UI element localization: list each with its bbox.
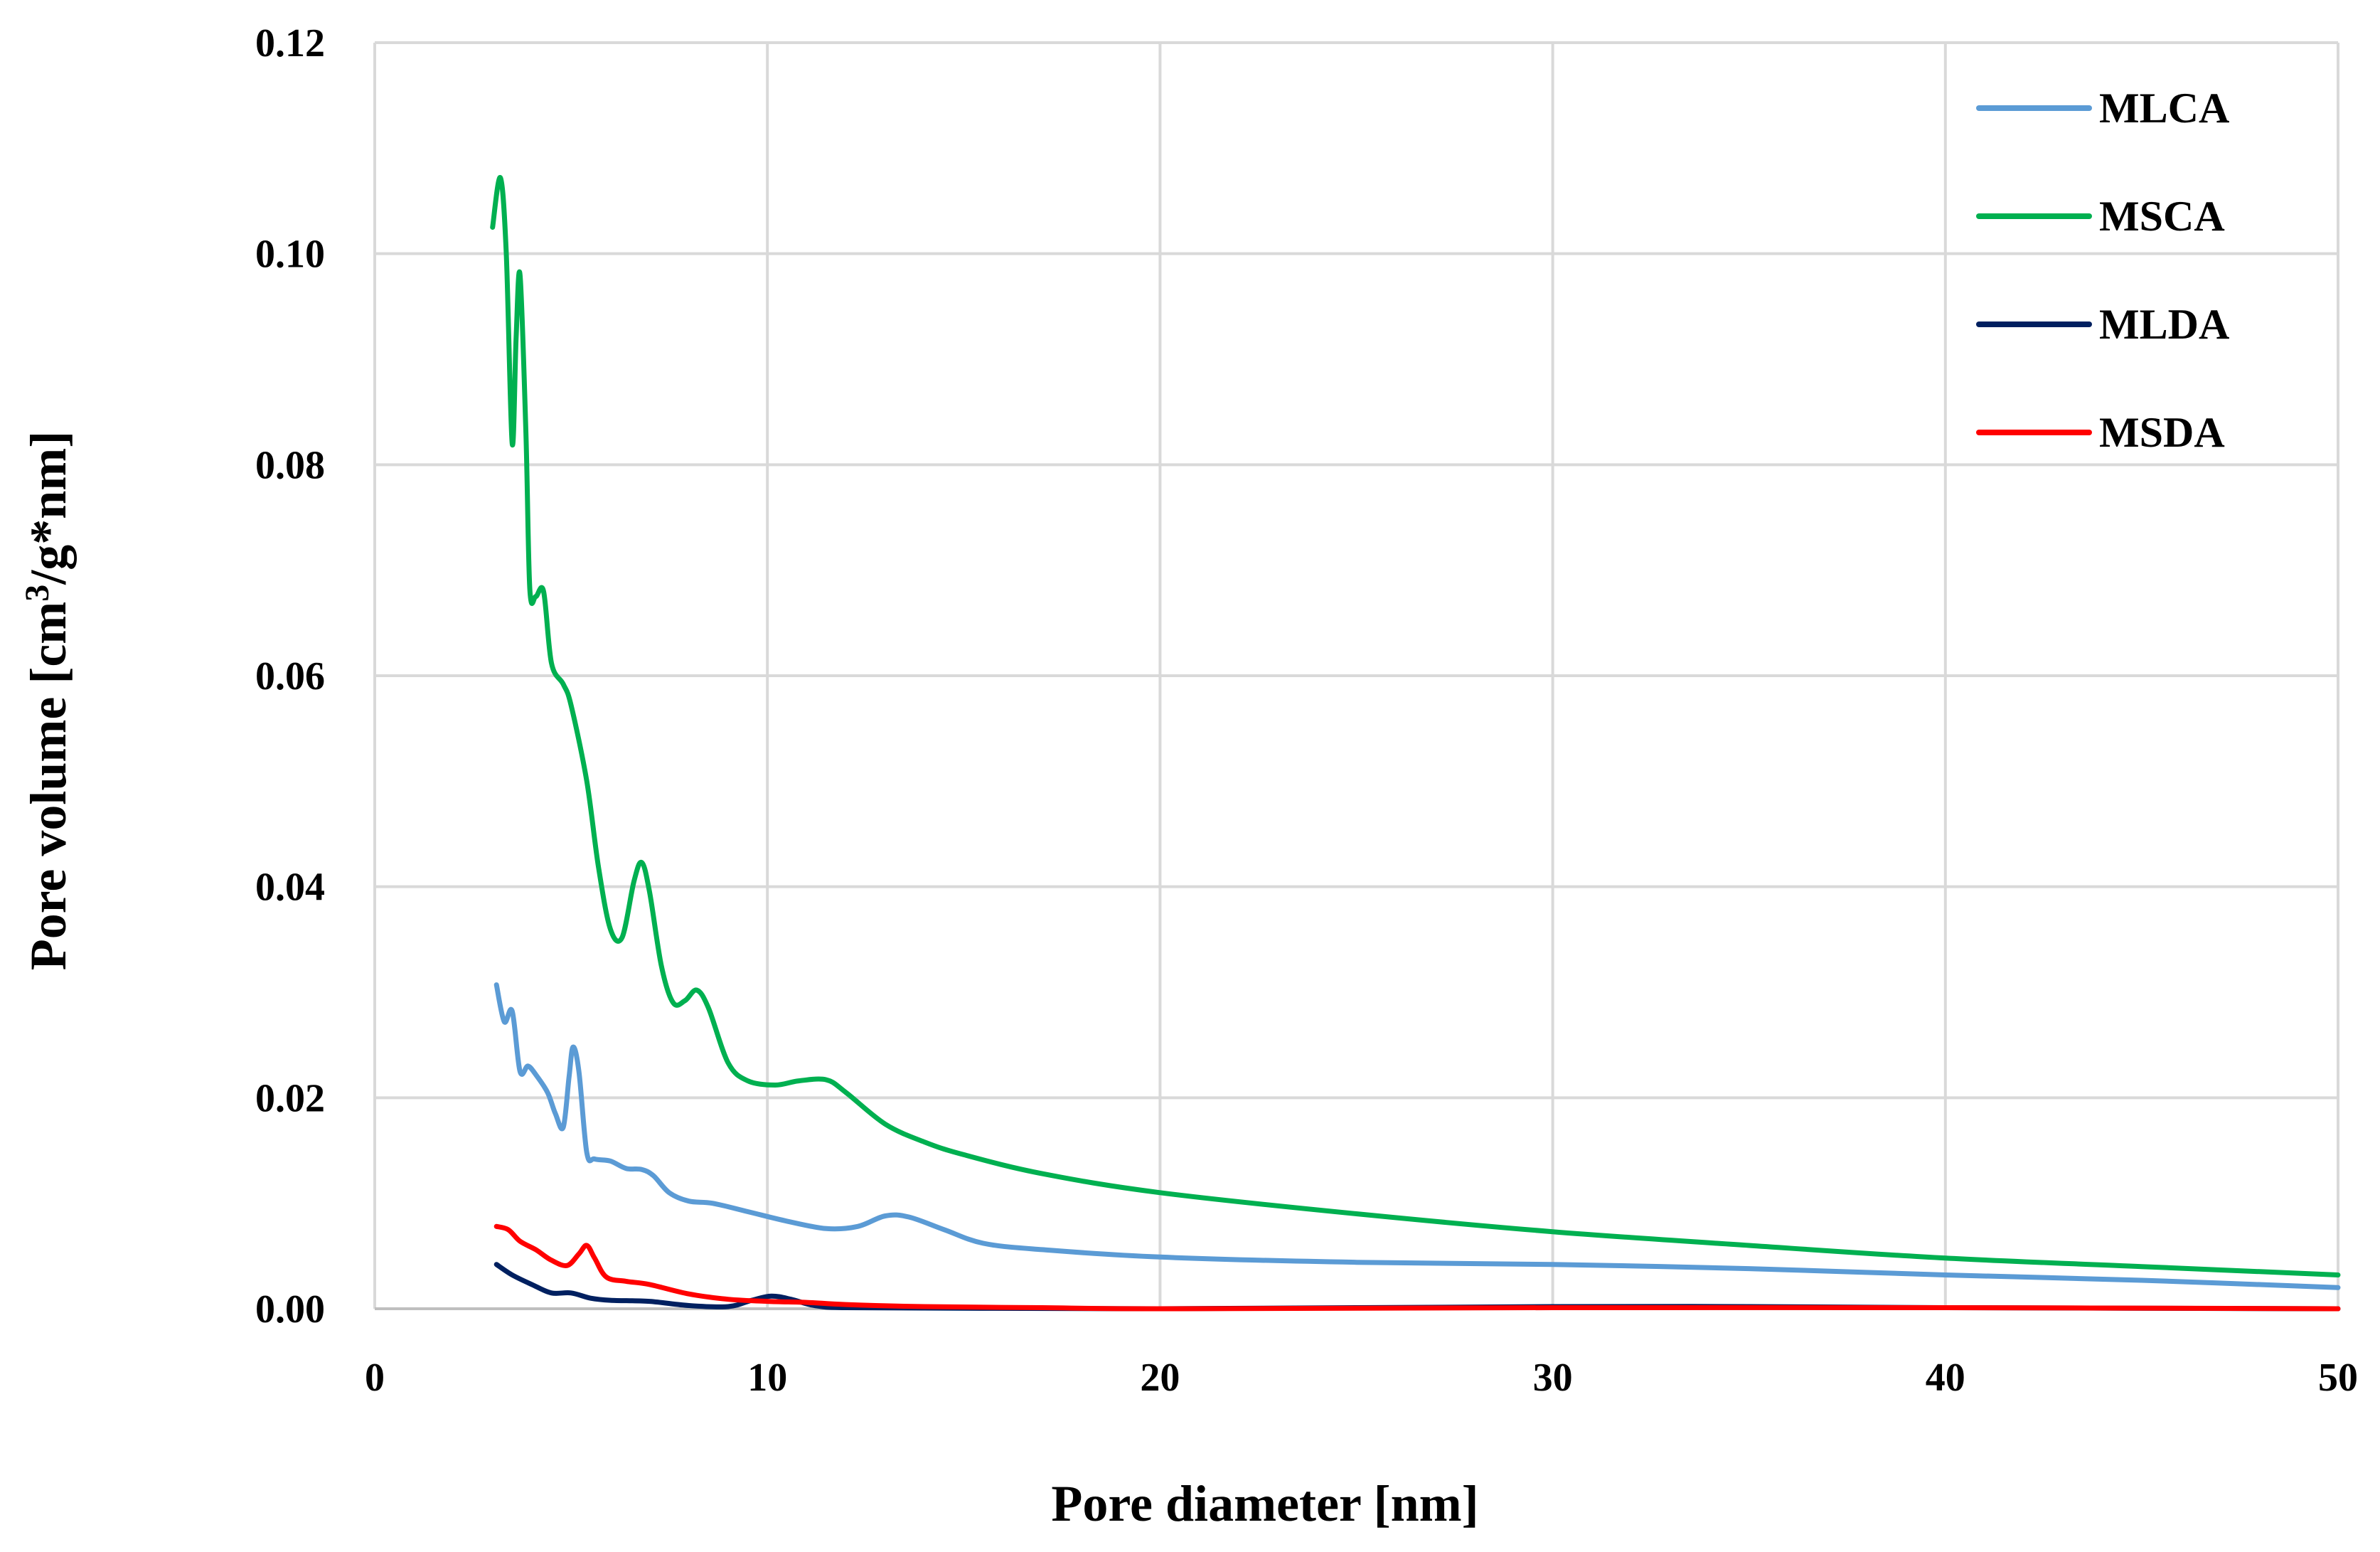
x-tick-label: 30 bbox=[1533, 1356, 1573, 1400]
y-tick-label: 0.10 bbox=[255, 233, 325, 277]
x-tick-label: 0 bbox=[365, 1356, 385, 1400]
y-axis-title-part-1: Pore volume [cm bbox=[20, 602, 77, 970]
tick-labels: 0.00 0.02 0.04 0.06 0.08 0.10 0.12 0 10 20 30 40 50 bbox=[255, 21, 2358, 1400]
y-axis-title-part-2: /g*nm] bbox=[20, 431, 77, 585]
x-tick-label: 20 bbox=[1140, 1356, 1180, 1400]
x-tick-label: 50 bbox=[2318, 1356, 2358, 1400]
series-line-mlca bbox=[493, 982, 2341, 1290]
series-line-msda bbox=[493, 1223, 2341, 1312]
y-tick-label: 0.00 bbox=[255, 1287, 325, 1332]
x-axis-title: Pore diameter [nm] bbox=[1051, 1475, 1478, 1532]
legend-label-msda: MSDA bbox=[2099, 409, 2225, 456]
y-tick-label: 0.02 bbox=[255, 1076, 325, 1120]
gridlines bbox=[373, 41, 2339, 1309]
legend-label-mlca: MLCA bbox=[2099, 85, 2229, 132]
x-tick-label: 10 bbox=[747, 1356, 787, 1400]
y-tick-label: 0.08 bbox=[255, 443, 325, 487]
y-tick-label: 0.06 bbox=[255, 654, 325, 698]
legend: MLCA MSCA MLDA MSDA bbox=[1976, 85, 2229, 456]
y-axis-title: Pore volume [cm3/g*nm] bbox=[18, 431, 77, 970]
y-tick-label: 0.12 bbox=[255, 21, 325, 65]
series-line-msca bbox=[490, 175, 2341, 1277]
y-axis-title-superscript: 3 bbox=[18, 585, 56, 602]
legend-label-msca: MSCA bbox=[2099, 193, 2225, 240]
legend-label-mlda: MLDA bbox=[2099, 301, 2229, 348]
y-tick-label: 0.04 bbox=[255, 866, 325, 910]
x-tick-label: 40 bbox=[1926, 1356, 1965, 1400]
series-lines bbox=[490, 175, 2341, 1312]
